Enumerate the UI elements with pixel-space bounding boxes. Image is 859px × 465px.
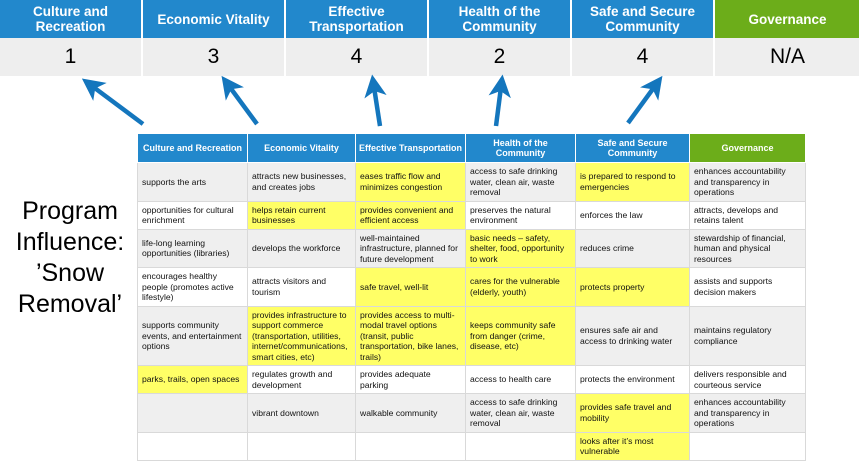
caption-line-2: Influence: xyxy=(15,228,125,256)
table-row: opportunities for cultural enrichment hel… xyxy=(137,200,806,230)
table-cell: enforces the law xyxy=(575,200,690,230)
table-cell: provides adequate parking xyxy=(355,365,466,394)
table-cell xyxy=(465,431,576,461)
table-cell: supports community events, and entertain… xyxy=(137,305,248,366)
scorecard-header-row: Culture and Recreation Economic Vitality… xyxy=(0,0,859,38)
matrix-header-health-of-the-community: Health of the Community xyxy=(465,133,576,163)
table-cell: assists and supports decision makers xyxy=(689,267,806,307)
table-cell: is prepared to respond to emergencies xyxy=(575,162,690,202)
caption-line-4: Removal’ xyxy=(17,290,123,318)
table-row: supports the arts attracts new businesses… xyxy=(137,162,806,202)
table-cell: preserves the natural environment xyxy=(465,200,576,230)
scorecard-header-effective-transportation[interactable]: Effective Transportation xyxy=(286,0,429,38)
matrix-header-effective-transportation: Effective Transportation xyxy=(355,133,466,163)
page-title: Program Influence: ’Snow Removal’ xyxy=(6,196,134,320)
table-row: life-long learning opportunities (librar… xyxy=(137,228,806,268)
table-cell: vibrant downtown xyxy=(247,393,356,433)
table-cell: keeps community safe from danger (crime,… xyxy=(465,305,576,366)
table-cell: looks after it’s most vulnerable xyxy=(575,431,690,461)
table-cell: develops the workforce xyxy=(247,228,356,268)
arrow-to-health-of-the-community xyxy=(488,74,511,127)
influence-matrix-table: Culture and Recreation Economic Vitality… xyxy=(137,133,806,461)
table-cell: delivers responsible and courteous servi… xyxy=(689,365,806,394)
table-cell: opportunities for cultural enrichment xyxy=(137,200,248,230)
scorecard-header-governance[interactable]: Governance xyxy=(715,0,859,38)
table-cell xyxy=(137,431,248,461)
caption-line-1: Program xyxy=(22,197,118,225)
scorecard-header-culture-and-recreation[interactable]: Culture and Recreation xyxy=(0,0,143,38)
table-row: looks after it’s most vulnerable xyxy=(137,431,806,461)
table-cell: access to health care xyxy=(465,365,576,394)
scorecard-score-culture-and-recreation: 1 xyxy=(0,38,143,76)
matrix-header-row: Culture and Recreation Economic Vitality… xyxy=(137,133,806,163)
table-cell: life-long learning opportunities (librar… xyxy=(137,228,248,268)
matrix-header-safe-and-secure-community: Safe and Secure Community xyxy=(575,133,690,163)
table-cell: encourages healthy people (promotes acti… xyxy=(137,267,248,307)
table-row: encourages healthy people (promotes acti… xyxy=(137,267,806,307)
arrow-layer xyxy=(81,74,663,127)
table-cell: helps retain current businesses xyxy=(247,200,356,230)
scorecard-score-health-of-the-community: 2 xyxy=(429,38,572,76)
table-cell: eases traffic flow and minimizes congest… xyxy=(355,162,466,202)
table-cell: attracts new businesses, and creates job… xyxy=(247,162,356,202)
table-cell: stewardship of financial, human and phys… xyxy=(689,228,806,268)
scorecard-score-economic-vitality: 3 xyxy=(143,38,286,76)
scorecard-header-safe-and-secure-community[interactable]: Safe and Secure Community xyxy=(572,0,715,38)
table-cell xyxy=(137,393,248,433)
table-cell: enhances accountability and transparency… xyxy=(689,162,806,202)
table-cell: parks, trails, open spaces xyxy=(137,365,248,394)
scorecard-banner: Culture and Recreation Economic Vitality… xyxy=(0,0,859,76)
table-cell: attracts, develops and retains talent xyxy=(689,200,806,230)
caption-line-3: ’Snow xyxy=(35,259,105,287)
table-cell: walkable community xyxy=(355,393,466,433)
scorecard-score-safe-and-secure-community: 4 xyxy=(572,38,715,76)
table-cell: well-maintained infrastructure, planned … xyxy=(355,228,466,268)
table-cell: cares for the vulnerable (elderly, youth… xyxy=(465,267,576,307)
table-cell: basic needs – safety, shelter, food, opp… xyxy=(465,228,576,268)
scorecard-score-governance: N/A xyxy=(715,38,859,76)
table-cell xyxy=(247,431,356,461)
table-cell: protects the environment xyxy=(575,365,690,394)
table-cell: ensures safe air and access to drinking … xyxy=(575,305,690,366)
table-cell: maintains regulatory compliance xyxy=(689,305,806,366)
table-cell: provides infrastructure to support comme… xyxy=(247,305,356,366)
scorecard-score-row: 1 3 4 2 4 N/A xyxy=(0,38,859,76)
table-cell: provides safe travel and mobility xyxy=(575,393,690,433)
table-cell: access to safe drinking water, clean air… xyxy=(465,393,576,433)
table-cell: supports the arts xyxy=(137,162,248,202)
arrow-to-economic-vitality xyxy=(221,75,259,126)
table-cell: access to safe drinking water, clean air… xyxy=(465,162,576,202)
table-row: vibrant downtown walkable community access… xyxy=(137,393,806,433)
arrow-to-culture-and-recreation xyxy=(81,78,145,126)
table-cell: enhances accountability and transparency… xyxy=(689,393,806,433)
scorecard-score-effective-transportation: 4 xyxy=(286,38,429,76)
table-row: supports community events, and entertain… xyxy=(137,305,806,366)
table-cell xyxy=(689,431,806,461)
table-cell: provides convenient and efficient access xyxy=(355,200,466,230)
table-cell: regulates growth and development xyxy=(247,365,356,394)
table-row: parks, trails, open spaces regulates grow… xyxy=(137,365,806,394)
table-cell: attracts visitors and tourism xyxy=(247,267,356,307)
scorecard-header-economic-vitality[interactable]: Economic Vitality xyxy=(143,0,286,38)
matrix-header-economic-vitality: Economic Vitality xyxy=(247,133,356,163)
table-cell: provides access to multi-modal travel op… xyxy=(355,305,466,366)
table-cell xyxy=(355,431,466,461)
matrix-body: supports the arts attracts new businesses… xyxy=(137,162,806,461)
table-cell: safe travel, well-lit xyxy=(355,267,466,307)
arrow-to-safe-and-secure-community xyxy=(626,75,663,125)
arrow-to-effective-transportation xyxy=(364,74,387,127)
table-cell: protects property xyxy=(575,267,690,307)
scorecard-header-health-of-the-community[interactable]: Health of the Community xyxy=(429,0,572,38)
matrix-header-culture-and-recreation: Culture and Recreation xyxy=(137,133,248,163)
matrix-header-governance: Governance xyxy=(689,133,806,163)
table-cell: reduces crime xyxy=(575,228,690,268)
